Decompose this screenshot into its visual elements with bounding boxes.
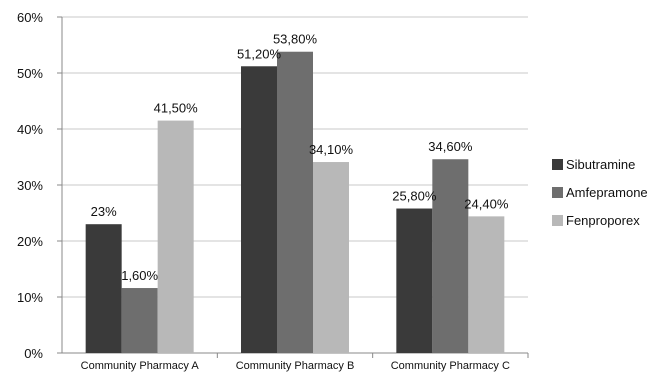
legend-label: Fenproporex <box>566 213 640 228</box>
y-tick-label: 10% <box>17 290 43 305</box>
legend-label: Amfepramone <box>566 185 648 200</box>
y-tick-label: 40% <box>17 122 43 137</box>
data-label: 53,80% <box>273 32 318 47</box>
bar-fenproporex <box>313 162 349 353</box>
legend-label: Sibutramine <box>566 157 635 172</box>
data-label: 51,20% <box>237 46 282 61</box>
data-label: 34,60% <box>428 139 473 154</box>
y-tick-label: 60% <box>17 10 43 25</box>
bar-fenproporex <box>468 216 505 353</box>
bar-amfepramone <box>432 159 469 353</box>
bar-amfepramone <box>121 288 158 353</box>
data-labels: 23% 1,60% 41,50% 51,20%53,80% 34,10% 25,80% 34… <box>91 32 509 283</box>
legend: Sibutramine Amfepramone Fenproporex <box>552 157 648 228</box>
y-tick-label: 50% <box>17 66 43 81</box>
x-category-label: Community Pharmacy B <box>236 360 355 372</box>
bar-sibutramine <box>85 224 122 353</box>
legend-swatch-amfepramone <box>552 187 563 198</box>
bar-amfepramone <box>277 51 313 353</box>
data-label: 25,80% <box>392 189 437 204</box>
y-tick-label: 30% <box>17 178 43 193</box>
bar-sibutramine <box>396 208 433 353</box>
y-tick-label: 20% <box>17 234 43 249</box>
bar-sibutramine <box>241 66 277 353</box>
data-label: 24,40% <box>464 196 509 211</box>
data-label: 1,60% <box>121 268 158 283</box>
data-label: 23% <box>91 204 117 219</box>
bars <box>85 51 505 353</box>
data-label: 34,10% <box>309 142 354 157</box>
bar-fenproporex <box>157 120 194 353</box>
data-label: 41,50% <box>154 101 199 116</box>
x-category-label: Community Pharmacy A <box>81 360 200 372</box>
x-category-label: Community Pharmacy C <box>391 360 510 372</box>
legend-swatch-fenproporex <box>552 215 563 226</box>
y-tick-label: 0% <box>24 346 43 361</box>
legend-swatch-sibutramine <box>552 159 563 170</box>
